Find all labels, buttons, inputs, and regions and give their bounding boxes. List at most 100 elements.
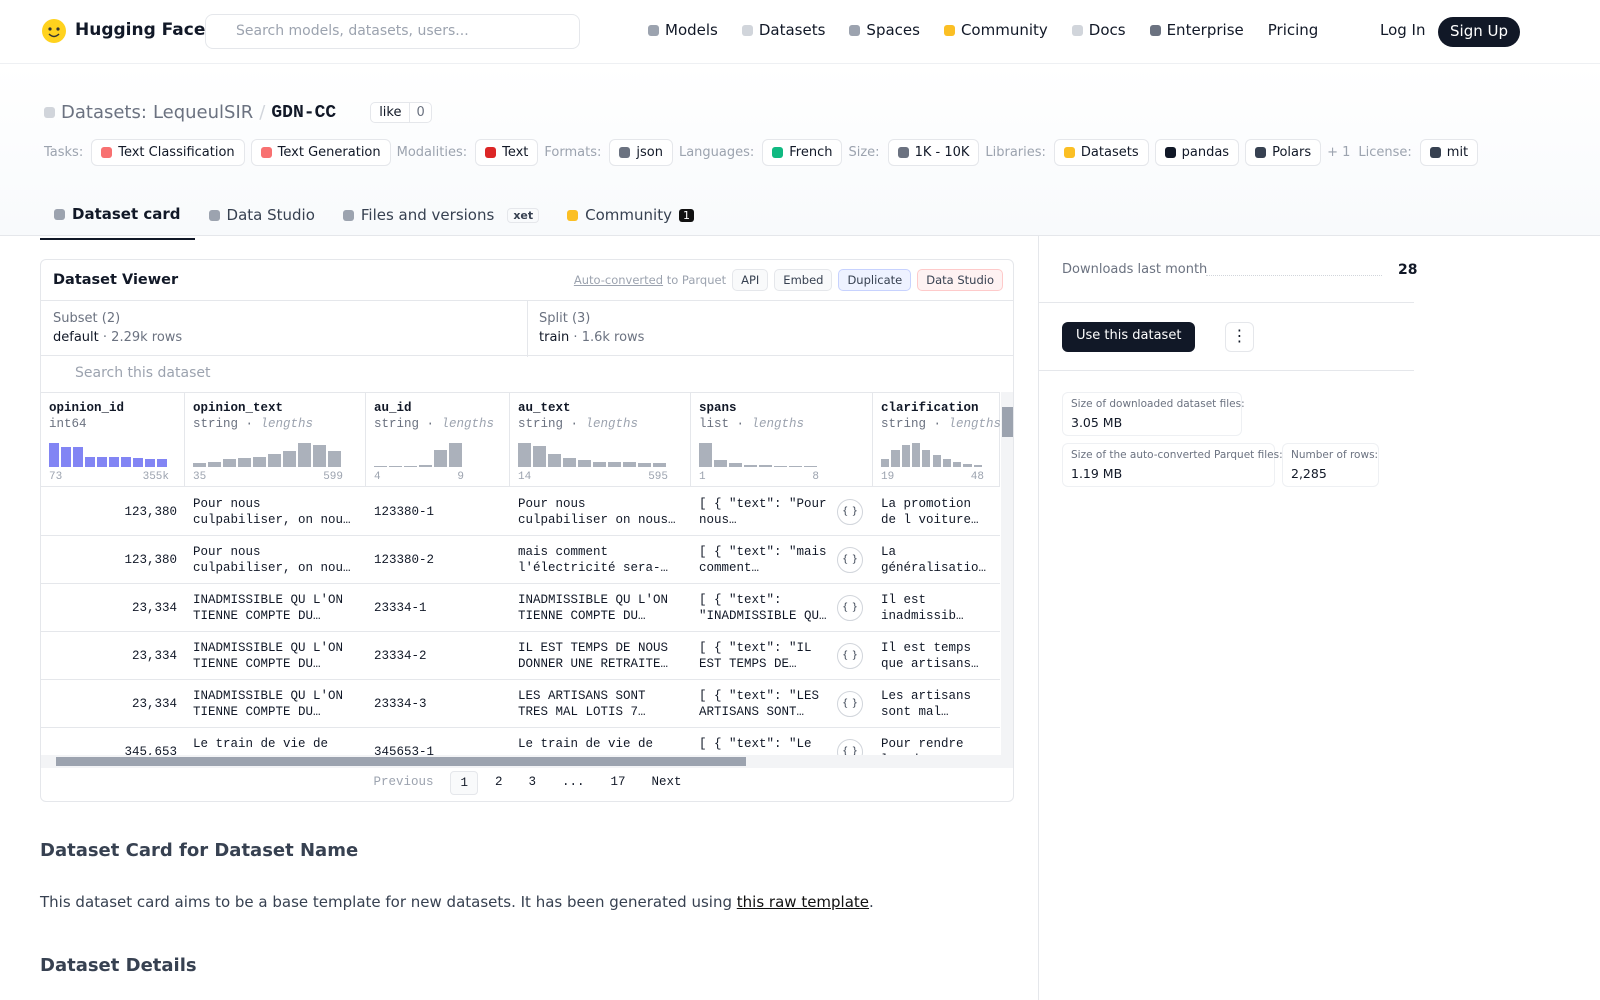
logo-text[interactable]: Hugging Face — [75, 20, 206, 40]
page-link[interactable]: ... — [562, 775, 585, 789]
json-button[interactable]: { } — [837, 595, 863, 621]
table-cell[interactable]: INADMISSIBLE QU L'ON TIENNE COMPTE DU RE… — [193, 641, 344, 671]
table-cell[interactable]: 123,380 — [124, 505, 177, 519]
table-cell[interactable]: IL EST TEMPS DE NOUS DONNER UNE RETRAITE… — [518, 641, 669, 671]
tag[interactable]: mit — [1419, 139, 1479, 166]
table-cell[interactable]: 23334-3 — [374, 697, 427, 711]
table-cell[interactable]: Pour nous culpabiliser on nous dit que l… — [518, 497, 669, 527]
table-cell[interactable]: INADMISSIBLE QU L'ON TIENNE COMPTE DU RE… — [193, 593, 344, 623]
json-button[interactable]: { } — [837, 499, 863, 525]
table-cell[interactable]: 23,334 — [131, 601, 177, 615]
tab[interactable]: Data Studio — [195, 191, 329, 240]
table-cell[interactable]: [ { "text": "Pour nous… — [699, 497, 827, 527]
table-cell[interactable]: Pour rendre les d — [881, 737, 964, 755]
signup[interactable]: Sign Up — [1438, 17, 1520, 47]
viewer-button[interactable]: API — [732, 269, 769, 291]
table-cell[interactable]: [ { "text": "IL EST TEMPS DE NOUS… — [699, 641, 812, 671]
prefix[interactable]: Datasets: — [61, 102, 147, 123]
viewer-button[interactable]: Duplicate — [838, 269, 912, 291]
page-link[interactable]: 3 — [528, 775, 536, 789]
like-button[interactable]: like 0 — [370, 102, 432, 123]
column-header[interactable]: clarification string · lengths 19 48 — [873, 393, 1000, 487]
page-link[interactable]: 2 — [494, 775, 503, 789]
table-cell[interactable]: Pour nous culpabiliser, on nous dit que … — [193, 497, 351, 527]
more-menu[interactable]: ⋮ — [1225, 322, 1254, 352]
tab[interactable]: Community 1 — [553, 191, 708, 240]
page-link[interactable]: Next — [651, 775, 682, 789]
table-cell[interactable]: mais comment l'électricité sera-t-… — [518, 545, 661, 575]
auto-converted[interactable]: Auto-converted — [573, 273, 664, 287]
more-tags[interactable]: + 1 — [1327, 145, 1351, 160]
table-cell[interactable]: INADMISSIBLE QU L'ON TIENNE COMPTE DU RE… — [518, 593, 669, 623]
nav-item[interactable]: Docs — [1071, 21, 1126, 39]
viewer-button[interactable]: Data Studio — [917, 269, 1003, 291]
column-header[interactable]: au_text string · lengths 14 595 — [510, 393, 691, 487]
tag[interactable]: Text Classification — [91, 139, 245, 166]
table-search[interactable]: Search this dataset — [75, 365, 211, 381]
table-cell[interactable]: La généralisation voiture électriqu — [881, 545, 987, 575]
search-box[interactable]: Search models, datasets, users... — [205, 14, 580, 49]
table-cell[interactable]: 345,653 — [124, 745, 177, 755]
json-button[interactable]: { } — [837, 691, 863, 717]
histogram-bar — [328, 451, 341, 467]
table-cell[interactable]: [ { "text": "mais comment… — [699, 545, 827, 575]
table-cell[interactable]: Pour nous culpabiliser, on nous dit que … — [193, 545, 351, 575]
subset[interactable]: default · 2.29k rows — [53, 330, 183, 345]
json-button[interactable]: { } — [837, 547, 863, 573]
nav-label: Datasets — [758, 21, 826, 39]
use-dataset[interactable]: Use this dataset — [1062, 322, 1196, 352]
json-button[interactable]: { } — [837, 643, 863, 669]
table-cell[interactable]: [ { "text": "LES ARTISANS SONT TRE… — [699, 689, 820, 719]
table-cell[interactable]: INADMISSIBLE QU L'ON TIENNE COMPTE DU RE… — [193, 689, 344, 719]
tag[interactable]: Datasets — [1053, 139, 1149, 166]
tag[interactable]: Text — [475, 139, 539, 166]
table-cell[interactable]: 345653-1 — [374, 745, 435, 755]
table-cell[interactable]: 123380-1 — [374, 505, 435, 519]
tab[interactable]: Files and versions xet — [329, 191, 553, 240]
tag[interactable]: Polars — [1245, 139, 1322, 166]
table-cell[interactable]: Le train de vie de — [193, 737, 329, 751]
table-cell[interactable]: [ { "text": "Le — [699, 737, 812, 751]
table-cell[interactable]: 123380-2 — [374, 553, 435, 567]
column-header[interactable]: opinion_text string · lengths 35 599 — [185, 393, 366, 487]
tab[interactable]: Dataset card — [40, 191, 195, 240]
nav-item[interactable]: Enterprise — [1149, 21, 1244, 39]
table-cell[interactable]: 23334-1 — [374, 601, 427, 615]
owner[interactable]: LequeulSIR — [152, 102, 254, 123]
tag[interactable]: pandas — [1154, 139, 1240, 166]
page-link[interactable]: 17 — [610, 775, 626, 789]
table-cell[interactable]: Le train de vie de — [518, 737, 654, 751]
tag[interactable]: json — [609, 139, 673, 166]
table-cell[interactable]: Il est inadmissib relier la CSG au — [881, 593, 957, 623]
table-cell[interactable]: Il est temps que artisans reçoiven — [881, 641, 972, 671]
tag[interactable]: French — [762, 139, 843, 166]
nav: Models Datasets Spaces Community Docs Enterpr… — [648, 21, 1318, 39]
column-header[interactable]: au_id string · lengths 4 9 — [366, 393, 510, 487]
table-cell[interactable]: 23,334 — [131, 697, 177, 711]
table-cell[interactable]: Les artisans sont mal lotis, notamm — [881, 689, 972, 719]
viewer-button[interactable]: Embed — [774, 269, 833, 291]
nav-icon — [1149, 24, 1161, 36]
table-cell[interactable]: [ { "text": "INADMISSIBLE QU… — [699, 593, 827, 623]
page-link[interactable]: Previous — [373, 775, 434, 789]
table-cell[interactable]: LES ARTISANS SONT TRES MAL LOTIS 7 JOURS… — [518, 689, 646, 719]
column-header[interactable]: spans list · lengths 1 8 — [691, 393, 873, 487]
tag[interactable]: 1K - 10K — [887, 139, 980, 166]
nav-item[interactable]: Datasets — [741, 21, 826, 39]
nav-item[interactable]: Models — [648, 21, 718, 39]
template-link[interactable]: this raw template — [736, 893, 870, 911]
table-cell[interactable]: 23334-2 — [374, 649, 427, 663]
column-header[interactable]: opinion_id int64 73 355k — [41, 393, 185, 487]
table-cell[interactable]: La promotion de l voiture électriqu — [881, 497, 972, 527]
table-cell[interactable]: 123,380 — [124, 553, 177, 567]
table-cell[interactable]: 23,334 — [131, 649, 177, 663]
nav-item[interactable]: Spaces — [849, 21, 920, 39]
login[interactable]: Log In — [1380, 21, 1426, 39]
repo-name[interactable]: GDN-CC — [271, 102, 337, 123]
tag-icon — [897, 147, 909, 158]
nav-item[interactable]: Pricing — [1268, 21, 1319, 39]
page-link[interactable]: 1 — [450, 771, 478, 795]
split[interactable]: train · 1.6k rows — [539, 330, 645, 345]
nav-item[interactable]: Community — [943, 21, 1048, 39]
tag[interactable]: Text Generation — [250, 139, 391, 166]
